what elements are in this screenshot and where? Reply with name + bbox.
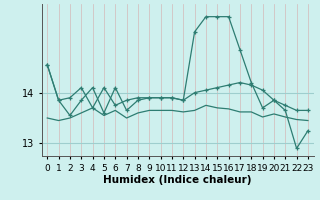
- X-axis label: Humidex (Indice chaleur): Humidex (Indice chaleur): [103, 175, 252, 185]
